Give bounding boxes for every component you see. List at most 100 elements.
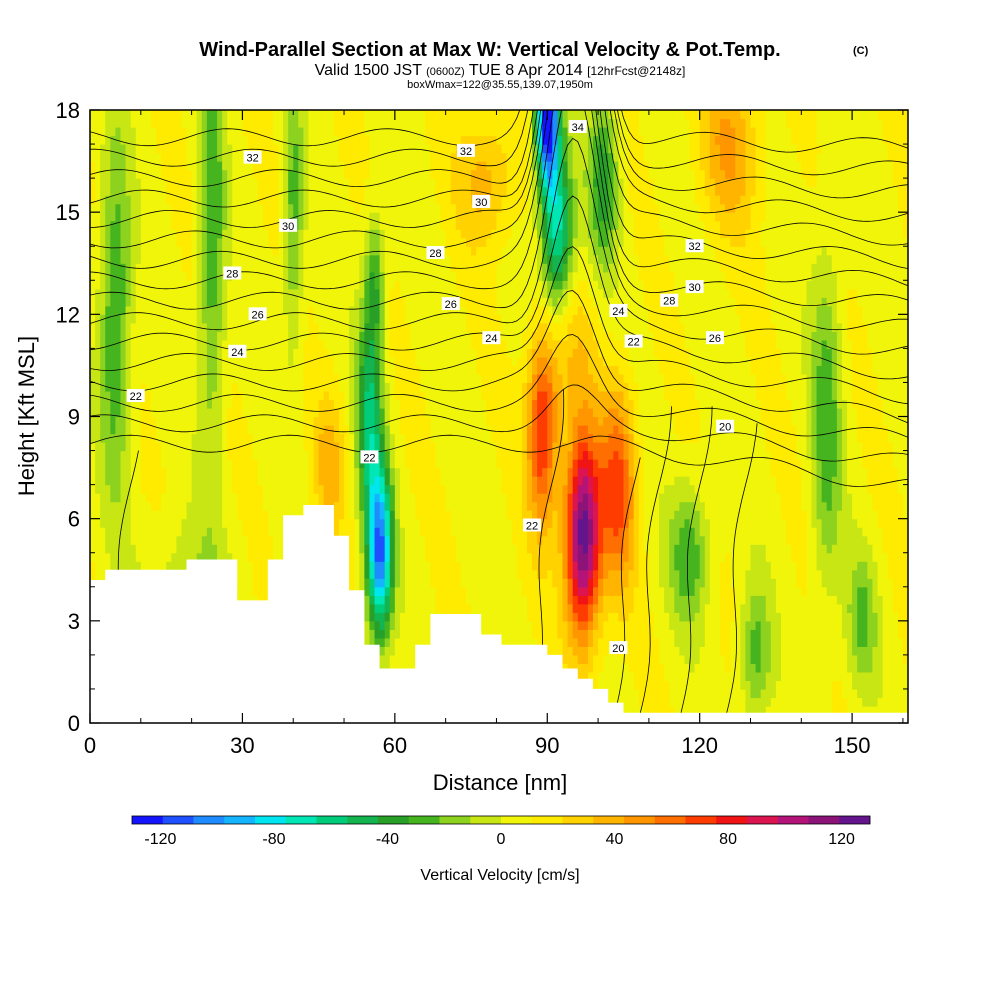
- heatmap-cell: [638, 612, 645, 622]
- heatmap-cell: [699, 671, 706, 682]
- heatmap-cell: [501, 595, 508, 605]
- heatmap-cell: [760, 467, 767, 477]
- heatmap-cell: [145, 535, 152, 545]
- heatmap-cell: [674, 535, 680, 545]
- heatmap-cell: [115, 527, 122, 537]
- heatmap-cell: [872, 527, 879, 537]
- heatmap-cell: [603, 535, 609, 545]
- heatmap-cell: [770, 697, 777, 707]
- heatmap-cell: [572, 476, 579, 486]
- heatmap-cell: [679, 654, 686, 664]
- heatmap-cell: [440, 535, 447, 545]
- heatmap-cell: [592, 612, 599, 622]
- heatmap-cell: [857, 484, 863, 494]
- heatmap-cell: [725, 663, 731, 673]
- heatmap-cell: [643, 493, 650, 503]
- heatmap-cell: [806, 654, 813, 664]
- heatmap-cell: [689, 493, 696, 503]
- heatmap-cell: [471, 459, 477, 469]
- heatmap-cell: [562, 467, 569, 477]
- heatmap-cell: [592, 629, 599, 639]
- heatmap-cell: [775, 518, 782, 528]
- heatmap-cell: [745, 459, 752, 469]
- heatmap-cell: [633, 476, 640, 486]
- copyright-mark: (C): [853, 45, 869, 57]
- heatmap-cell: [587, 637, 594, 647]
- heatmap-cell: [582, 595, 589, 605]
- heatmap-cell: [125, 467, 132, 477]
- heatmap-cell: [887, 578, 894, 588]
- heatmap-cell: [171, 459, 177, 469]
- heatmap-cell: [882, 620, 889, 630]
- heatmap-cell: [496, 561, 503, 571]
- heatmap-cell: [623, 467, 630, 477]
- heatmap-cell: [592, 510, 599, 520]
- heatmap-cell: [354, 561, 360, 571]
- heatmap-cell: [247, 501, 254, 511]
- heatmap-cell: [364, 484, 371, 494]
- heatmap-cell: [730, 697, 736, 707]
- heatmap-cell: [191, 467, 198, 477]
- heatmap-cell: [95, 552, 101, 562]
- heatmap-cell: [659, 552, 665, 562]
- heatmap-cell: [567, 646, 574, 656]
- heatmap-cell: [105, 561, 111, 571]
- heatmap-cell: [882, 467, 889, 477]
- heatmap-cell: [582, 654, 589, 664]
- heatmap-cell: [425, 527, 432, 537]
- heatmap-cell: [735, 476, 741, 486]
- heatmap-cell: [577, 552, 584, 562]
- heatmap-cell: [801, 680, 807, 690]
- heatmap-cell: [191, 552, 198, 562]
- heatmap-cell: [786, 544, 792, 554]
- heatmap-cell: [775, 535, 782, 545]
- heatmap-cell: [867, 544, 874, 554]
- chart-title: Wind-Parallel Section at Max W: Vertical…: [199, 39, 780, 61]
- heatmap-cell: [872, 620, 879, 630]
- heatmap-cell: [816, 501, 823, 511]
- heatmap-cell: [603, 484, 609, 494]
- heatmap-cell: [582, 586, 589, 596]
- heatmap-cell: [648, 484, 655, 494]
- heatmap-cell: [765, 467, 772, 477]
- heatmap-cell: [344, 476, 350, 486]
- heatmap-cell: [714, 697, 721, 707]
- heatmap-cell: [659, 612, 665, 622]
- heatmap-cell: [669, 484, 675, 494]
- heatmap-cell: [796, 467, 802, 477]
- heatmap-cell: [801, 637, 807, 647]
- heatmap-cell: [384, 646, 391, 656]
- heatmap-cell: [689, 688, 696, 699]
- heatmap-cell: [608, 569, 614, 579]
- heatmap-cell: [628, 535, 635, 545]
- heatmap-cell: [709, 578, 716, 588]
- heatmap-cell: [603, 518, 609, 528]
- heatmap-cell: [308, 459, 315, 469]
- heatmap-cell: [765, 527, 772, 537]
- heatmap-cell: [796, 688, 802, 699]
- heatmap-cell: [694, 459, 701, 469]
- heatmap-cell: [811, 493, 818, 503]
- heatmap-cell: [699, 467, 706, 477]
- heatmap-cell: [420, 501, 426, 511]
- heatmap-cell: [628, 629, 635, 639]
- heatmap-cell: [364, 476, 371, 486]
- heatmap-cell: [242, 484, 249, 494]
- heatmap-cell: [892, 680, 899, 690]
- heatmap-cell: [511, 595, 518, 605]
- heatmap-cell: [125, 535, 132, 545]
- heatmap-cell: [516, 578, 523, 588]
- heatmap-cell: [267, 501, 274, 511]
- heatmap-cell: [780, 620, 787, 630]
- heatmap-cell: [603, 637, 609, 647]
- heatmap-cell: [481, 603, 487, 613]
- heatmap-cell: [359, 476, 365, 486]
- heatmap-cell: [811, 603, 818, 613]
- heatmap-cell: [379, 595, 386, 605]
- heatmap-cell: [821, 646, 828, 656]
- heatmap-cell: [445, 586, 452, 596]
- heatmap-cell: [857, 578, 863, 588]
- heatmap-cell: [145, 527, 152, 537]
- heatmap-cell: [704, 535, 711, 545]
- heatmap-cell: [562, 552, 569, 562]
